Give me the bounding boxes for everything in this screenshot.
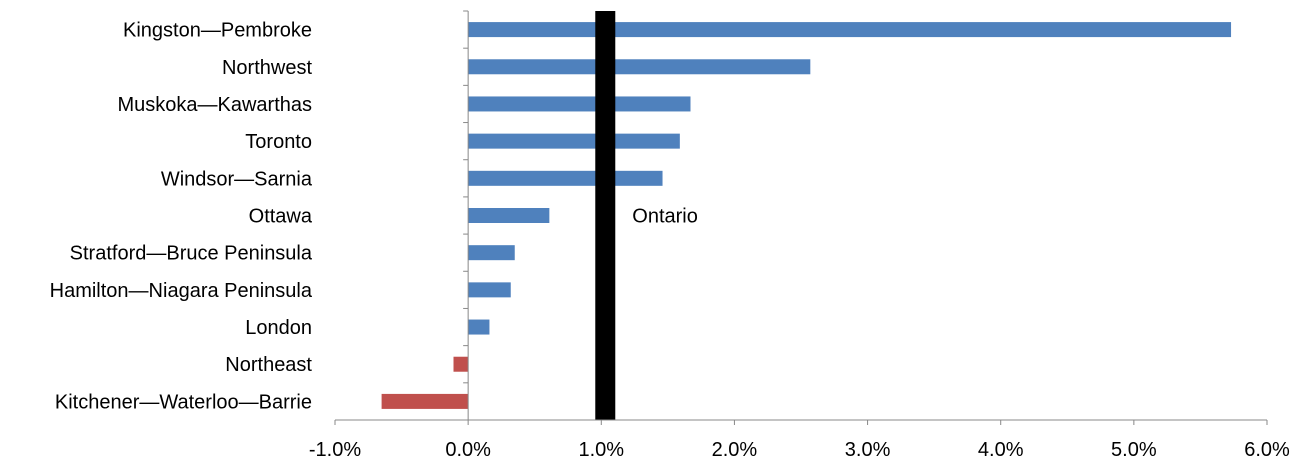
bar-0 xyxy=(468,22,1232,38)
bar-1 xyxy=(468,59,811,75)
category-label-8: London xyxy=(245,317,312,339)
category-label-5: Ottawa xyxy=(249,206,313,228)
reference-line xyxy=(595,11,616,420)
x-tick-label-3: 2.0% xyxy=(712,439,758,461)
category-label-7: Hamilton—Niagara Peninsula xyxy=(50,280,313,302)
category-labels-group: Kingston—Pembroke Northwest Muskoka—Kawart… xyxy=(50,20,313,414)
bar-9 xyxy=(453,356,469,372)
tick-labels-group: -1.0% 0.0% 1.0% 2.0% 3.0% 4.0% 5.0% 6.0% xyxy=(309,439,1290,461)
bar-7 xyxy=(468,282,511,298)
x-tick-label-0: -1.0% xyxy=(309,439,361,461)
x-tick-label-6: 5.0% xyxy=(1111,439,1157,461)
category-label-1: Northwest xyxy=(222,57,312,79)
reference-line-group: Ontario xyxy=(595,11,698,420)
x-tick-label-4: 3.0% xyxy=(845,439,891,461)
reference-line-label: Ontario xyxy=(632,206,698,228)
category-label-3: Toronto xyxy=(245,131,312,153)
category-label-0: Kingston—Pembroke xyxy=(123,20,312,42)
bar-3 xyxy=(468,133,680,149)
x-tick-label-1: 0.0% xyxy=(445,439,491,461)
bar-6 xyxy=(468,245,515,261)
bar-10 xyxy=(381,393,469,409)
bar-2 xyxy=(468,96,691,112)
bar-8 xyxy=(468,319,490,335)
category-label-10: Kitchener—Waterloo—Barrie xyxy=(55,391,312,413)
bar-4 xyxy=(468,170,663,186)
x-tick-label-2: 1.0% xyxy=(578,439,624,461)
category-label-6: Stratford—Bruce Peninsula xyxy=(70,243,313,265)
x-tick-label-5: 4.0% xyxy=(978,439,1024,461)
category-label-4: Windsor—Sarnia xyxy=(161,168,313,190)
axes-group xyxy=(334,10,1268,425)
category-label-9: Northeast xyxy=(225,354,312,376)
x-tick-label-7: 6.0% xyxy=(1244,439,1290,461)
bars-group xyxy=(381,22,1232,409)
bar-5 xyxy=(468,208,550,223)
category-label-2: Muskoka—Kawarthas xyxy=(117,94,312,116)
